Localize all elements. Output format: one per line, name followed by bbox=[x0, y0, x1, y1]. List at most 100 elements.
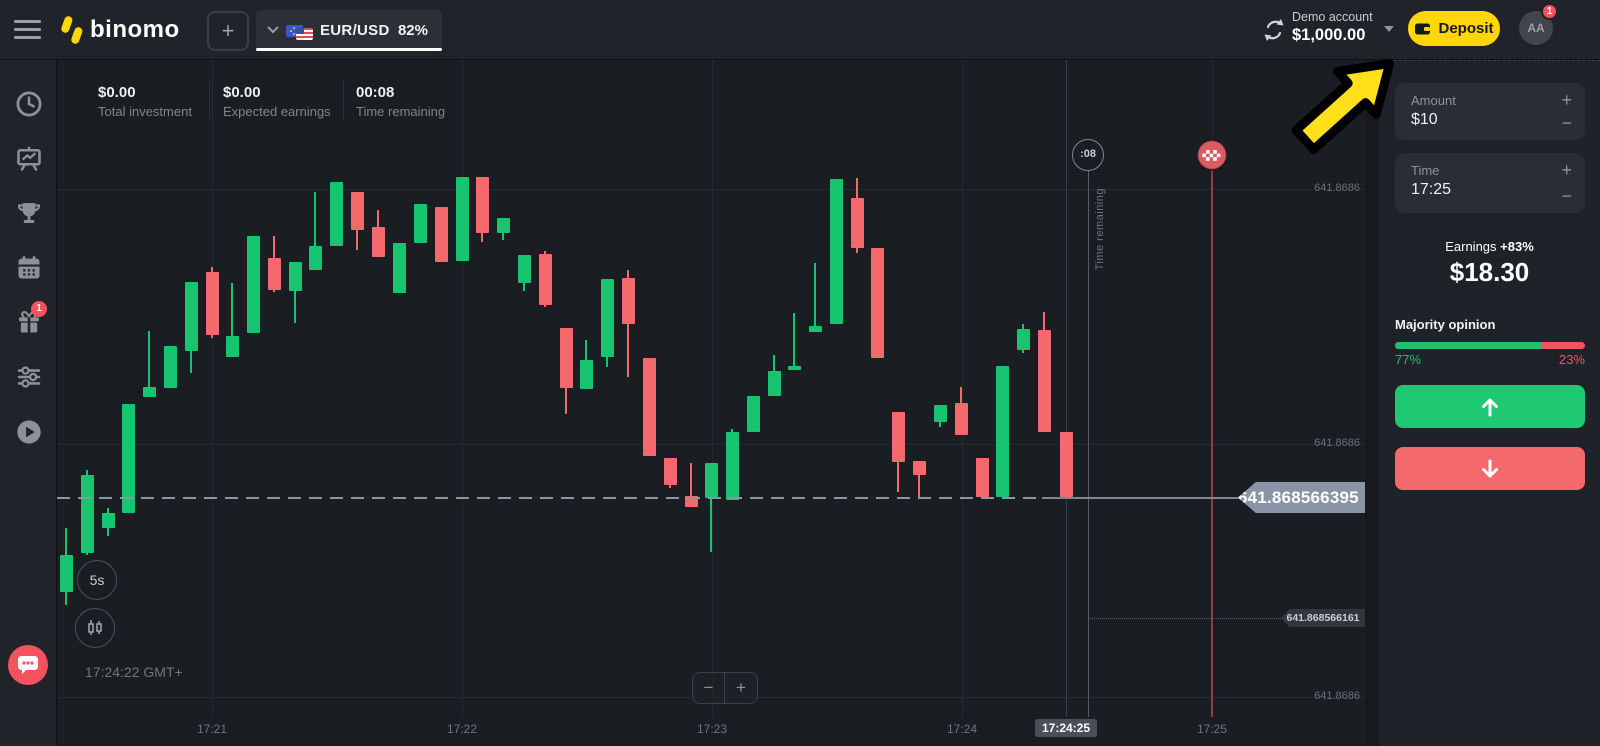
scrollbar-track[interactable] bbox=[1365, 60, 1379, 746]
top-bar: binomo + EUR/USD 82% Demo account $1,000… bbox=[0, 0, 1600, 60]
zoom-in-button[interactable]: + bbox=[725, 672, 758, 704]
amount-value[interactable]: $10 bbox=[1411, 111, 1438, 128]
candle-body bbox=[330, 182, 343, 246]
sidebar-item-gifts[interactable]: 1 bbox=[15, 301, 47, 336]
candle-body bbox=[934, 405, 947, 422]
time-label: Time bbox=[1411, 163, 1440, 178]
majority-opinion-label: Majority opinion bbox=[1395, 317, 1496, 332]
candles-icon bbox=[88, 620, 102, 635]
sidebar-item-trading-history[interactable] bbox=[15, 90, 43, 118]
earnings-percent: +83% bbox=[1500, 239, 1534, 254]
gift-icon bbox=[19, 311, 39, 333]
time-remaining-vertical-label: Time remaining bbox=[1094, 188, 1106, 271]
down-arrow-icon bbox=[1482, 459, 1498, 477]
account-type-label: Demo account bbox=[1292, 10, 1373, 24]
chart-type-button[interactable] bbox=[75, 608, 115, 648]
candle-body bbox=[560, 328, 573, 388]
current-candle-gridline bbox=[1066, 60, 1067, 717]
candle-wick bbox=[814, 263, 816, 332]
candle-body bbox=[206, 272, 219, 335]
strike-price-tag: 641.868566161 bbox=[1281, 609, 1365, 627]
candle-body bbox=[456, 177, 469, 261]
add-asset-tab-button[interactable]: + bbox=[207, 11, 249, 51]
majority-up-segment bbox=[1395, 342, 1542, 349]
sidebar-item-tutorials[interactable] bbox=[15, 418, 43, 446]
candle-body bbox=[102, 513, 115, 528]
candle-body bbox=[518, 255, 531, 283]
x-axis-label: 17:22 bbox=[446, 722, 478, 736]
current-price-dashed-line bbox=[57, 497, 1042, 499]
y-axis-label: 641.8686 bbox=[1314, 437, 1360, 449]
deposit-label: Deposit bbox=[1438, 20, 1494, 37]
expiration-line bbox=[1211, 171, 1213, 717]
refresh-balance-icon[interactable] bbox=[1260, 16, 1288, 44]
account-switcher[interactable]: Demo account $1,000.00 bbox=[1292, 10, 1378, 50]
left-toolbar: 1 bbox=[0, 60, 57, 746]
candle-wick bbox=[690, 463, 692, 507]
purchase-deadline-line bbox=[1088, 171, 1089, 717]
current-candle-time-badge: 17:24:25 bbox=[1035, 719, 1097, 737]
candle-body bbox=[247, 236, 260, 333]
trade-panel: Amount $10 + − Time 17:25 + − Earnings +… bbox=[1379, 60, 1600, 746]
wallet-icon bbox=[1415, 23, 1431, 35]
candle-body bbox=[1017, 329, 1030, 350]
current-price-line bbox=[1042, 497, 1242, 499]
candle-body bbox=[268, 258, 281, 290]
account-balance: $1,000.00 bbox=[1292, 26, 1366, 44]
amount-card[interactable]: Amount $10 + − bbox=[1395, 83, 1585, 140]
asset-tab[interactable]: EUR/USD 82% bbox=[256, 10, 442, 51]
candle-body bbox=[81, 475, 94, 553]
calendar-icon bbox=[18, 256, 40, 279]
call-up-button[interactable] bbox=[1395, 385, 1585, 428]
time-value[interactable]: 17:25 bbox=[1411, 181, 1452, 198]
asset-name: EUR/USD bbox=[320, 22, 390, 39]
candle-wick bbox=[231, 283, 233, 357]
x-axis-label: 17:24 bbox=[946, 722, 978, 736]
sidebar-item-tournaments[interactable] bbox=[15, 199, 43, 227]
majority-down-percent: 23% bbox=[1558, 352, 1585, 367]
candle-wick bbox=[314, 192, 316, 270]
candle-body bbox=[580, 360, 593, 389]
candle-body bbox=[851, 198, 864, 248]
candle-body bbox=[143, 387, 156, 397]
time-decrease-button[interactable]: − bbox=[1561, 186, 1572, 206]
candle-wick bbox=[793, 313, 795, 370]
divider bbox=[343, 81, 344, 119]
chevron-down-icon[interactable] bbox=[1383, 25, 1395, 33]
active-tab-underline bbox=[256, 48, 442, 51]
candle-body bbox=[809, 326, 822, 332]
candle-body bbox=[705, 463, 718, 498]
timeframe-button[interactable]: 5s bbox=[77, 560, 117, 600]
candle-body bbox=[351, 192, 364, 230]
candle-body bbox=[976, 458, 989, 497]
candle-body bbox=[685, 496, 698, 507]
candle-body bbox=[226, 336, 239, 357]
earnings-value: $18.30 bbox=[1449, 257, 1530, 287]
zoom-out-button[interactable]: − bbox=[692, 672, 725, 704]
candle-body bbox=[1060, 432, 1073, 497]
deposit-button[interactable]: Deposit bbox=[1408, 11, 1500, 46]
put-down-button[interactable] bbox=[1395, 447, 1585, 490]
candle-body bbox=[768, 371, 781, 396]
lightning-bolt-icon bbox=[61, 16, 83, 44]
amount-decrease-button[interactable]: − bbox=[1561, 113, 1572, 133]
time-card[interactable]: Time 17:25 + − bbox=[1395, 153, 1585, 213]
sidebar-item-strategies[interactable] bbox=[15, 145, 43, 173]
candle-body bbox=[643, 358, 656, 456]
candle-body bbox=[664, 458, 677, 485]
candle-wick bbox=[710, 463, 712, 552]
x-gridline bbox=[962, 60, 963, 717]
candle-body bbox=[913, 461, 926, 475]
candle-body bbox=[539, 254, 552, 305]
candle-body bbox=[726, 432, 739, 500]
candle-body bbox=[122, 404, 135, 513]
support-chat-button[interactable] bbox=[8, 645, 48, 685]
candle-body bbox=[996, 366, 1009, 497]
hamburger-menu-icon[interactable] bbox=[14, 17, 42, 43]
time-increase-button[interactable]: + bbox=[1561, 160, 1572, 180]
sidebar-item-settings[interactable] bbox=[15, 363, 43, 391]
sidebar-item-events-calendar[interactable] bbox=[15, 254, 43, 282]
earnings-label: Earnings bbox=[1445, 239, 1497, 254]
candlestick-chart[interactable]: 17:21 17:22 17:23 17:24 17:25 641.8686 641.868… bbox=[57, 60, 1365, 746]
amount-increase-button[interactable]: + bbox=[1561, 90, 1572, 110]
